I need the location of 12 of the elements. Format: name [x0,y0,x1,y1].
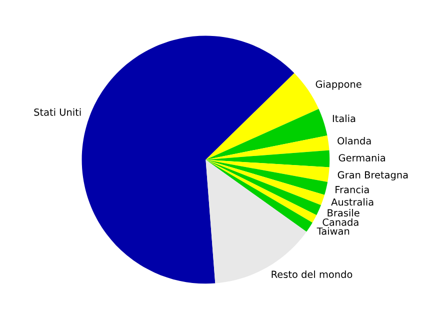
slice-label: Resto del mondo [272,270,352,278]
slice-label: Giappone [316,80,362,90]
slice-label: Australia [331,198,374,206]
slice-label: Brasile [328,209,360,217]
slice-label: Stati Uniti [34,108,81,116]
slice-label: Germania [338,154,385,162]
slice-label: Taiwan [316,227,350,235]
slice-label: Olanda [338,136,371,144]
slice-label: Gran Bretagna [338,171,408,180]
slice-label: Francia [336,186,369,194]
slice-label: Italia [332,114,356,122]
slice-label: Canada [322,218,358,226]
